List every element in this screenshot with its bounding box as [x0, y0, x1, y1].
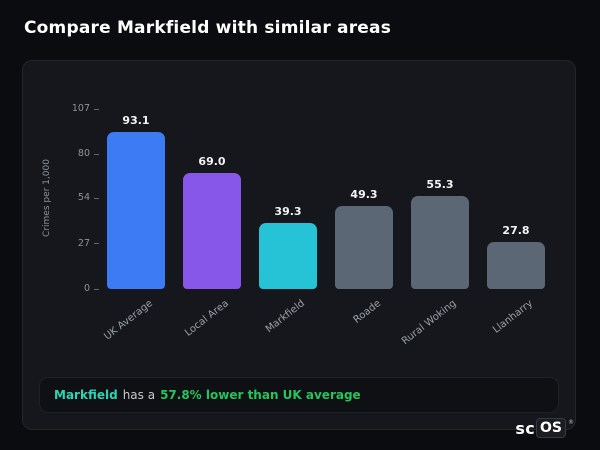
bar-llanharry[interactable] [487, 242, 545, 289]
note-area-name: Markfield [54, 388, 118, 402]
x-axis-label: Local Area [182, 298, 231, 339]
x-axis-label: UK Average [102, 298, 155, 343]
registered-mark-icon: ® [568, 419, 574, 426]
plot-area: 93.1 UK Average 69.0 Local Area 39.3 Markfiel… [102, 109, 545, 347]
bar-column: 55.3 Rural Woking [400, 109, 469, 347]
bar-uk-average[interactable] [107, 132, 165, 289]
y-axis-label: Crimes per 1,000 [42, 159, 52, 237]
note-highlight-text: 57.8% lower than UK average [160, 388, 361, 402]
y-axis-ticks: 107 80 54 27 0 [59, 103, 99, 294]
logo-suffix: OS [536, 418, 566, 438]
summary-note: Markfield has a 57.8% lower than UK aver… [39, 377, 559, 413]
chart-card: Crimes per 1,000 107 80 54 27 0 93.1 UK Avera… [22, 60, 576, 430]
bar-markfield[interactable] [259, 222, 317, 289]
note-middle-text: has a [122, 388, 156, 402]
logo-prefix: sc [515, 418, 536, 438]
bar-column: 93.1 UK Average [102, 109, 165, 342]
scos-logo: sc OS ® [515, 418, 574, 438]
bar-roade[interactable] [335, 206, 393, 289]
bar-value-label: 55.3 [426, 178, 454, 191]
bar-value-label: 27.8 [502, 224, 530, 238]
bar-value-label: 39.3 [274, 204, 302, 218]
x-axis-label: Rural Woking [400, 298, 459, 348]
bar-rural-woking[interactable] [411, 196, 469, 289]
bar-column: 27.8 Llanharry [487, 109, 545, 336]
y-tick: 54 [68, 192, 99, 204]
bar-column: 49.3 Roade [335, 109, 393, 326]
page-title: Compare Markfield with similar areas [24, 18, 392, 38]
bar-column: 69.0 Local Area [183, 109, 241, 339]
bar-value-label: 49.3 [350, 188, 378, 202]
bar-value-label: 69.0 [198, 154, 226, 168]
y-tick: 107 [68, 103, 99, 115]
bar-local-area[interactable] [183, 172, 241, 289]
bar-column: 39.3 Markfield [259, 109, 317, 335]
bar-value-label: 93.1 [122, 114, 150, 128]
y-tick: 80 [68, 148, 99, 160]
x-axis-label: Llanharry [490, 298, 535, 336]
y-tick: 0 [68, 283, 99, 295]
x-axis-label: Markfield [263, 298, 307, 336]
y-tick: 27 [68, 238, 99, 250]
x-axis-label: Roade [351, 298, 383, 326]
